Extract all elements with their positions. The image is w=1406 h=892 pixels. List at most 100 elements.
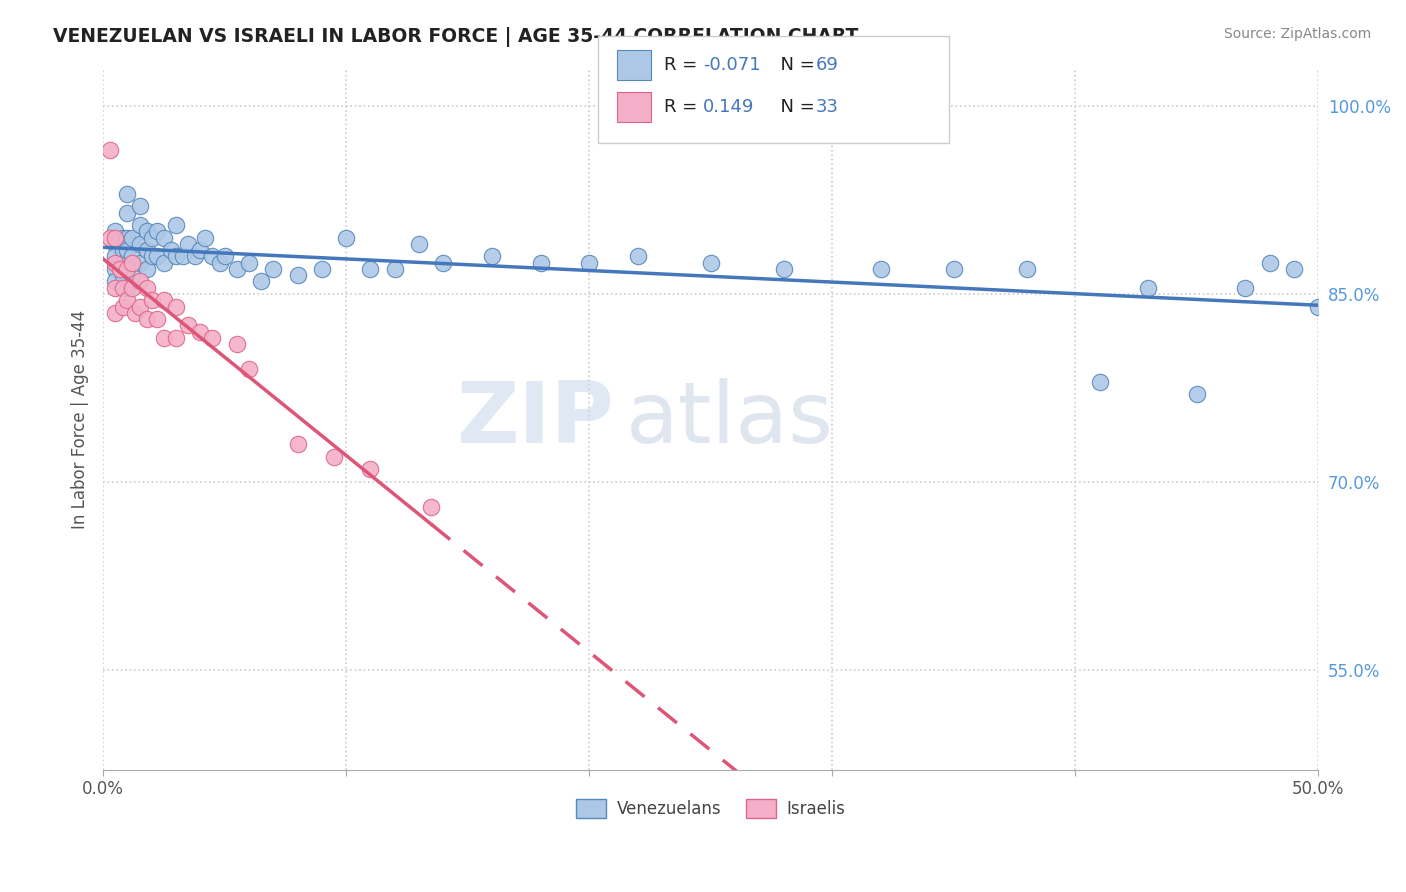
Point [111,255,134,269]
Point [121,281,143,295]
Point [359,462,381,476]
Point [201,331,224,345]
Point [145,249,167,263]
Point [117,205,139,219]
Point [188,325,211,339]
Point [201,249,224,263]
Point [1088,375,1111,389]
Point [111,230,134,244]
Point [287,437,309,451]
Point [627,249,650,263]
Point [311,262,333,277]
Text: 0.149: 0.149 [703,98,755,116]
Text: -0.071: -0.071 [703,56,761,74]
Text: VENEZUELAN VS ISRAELI IN LABOR FORCE | AGE 35-44 CORRELATION CHART: VENEZUELAN VS ISRAELI IN LABOR FORCE | A… [53,27,859,46]
Point [772,262,794,277]
Point [420,500,443,514]
Point [141,293,163,308]
Point [165,218,187,232]
Point [128,199,150,213]
Point [335,230,357,244]
Text: 33: 33 [815,98,838,116]
Point [529,255,551,269]
Point [117,186,139,201]
Text: N =: N = [769,56,821,74]
Point [942,262,965,277]
Point [153,230,176,244]
Point [238,255,260,269]
Point [104,224,127,238]
Y-axis label: In Labor Force | Age 35-44: In Labor Force | Age 35-44 [72,310,89,529]
Text: N =: N = [769,98,821,116]
Point [121,268,143,283]
Point [117,281,139,295]
Point [1258,255,1281,269]
Point [145,312,167,326]
Point [104,275,127,289]
Point [124,306,146,320]
Point [108,262,131,277]
Point [104,230,127,244]
Point [128,300,150,314]
Point [165,331,187,345]
Point [141,249,163,263]
Point [408,236,430,251]
Point [359,262,381,277]
Point [111,268,134,283]
Point [432,255,454,269]
Point [250,275,273,289]
Point [177,236,200,251]
Point [1308,300,1330,314]
Point [153,255,176,269]
Text: Source: ZipAtlas.com: Source: ZipAtlas.com [1223,27,1371,41]
Legend: Venezuelans, Israelis: Venezuelans, Israelis [569,792,852,825]
Point [111,243,134,257]
Point [128,218,150,232]
Point [128,236,150,251]
Point [160,243,183,257]
Point [177,318,200,333]
Point [128,275,150,289]
Point [188,243,211,257]
Point [172,249,194,263]
Point [165,249,187,263]
Point [225,262,247,277]
Point [111,281,134,295]
Point [104,236,127,251]
Point [135,281,157,295]
Point [145,224,167,238]
Text: R =: R = [664,56,703,74]
Point [104,249,127,263]
Point [121,230,143,244]
Point [153,331,176,345]
Point [117,262,139,277]
Text: R =: R = [664,98,709,116]
Point [238,362,260,376]
Point [104,281,127,295]
Point [141,230,163,244]
Point [184,249,207,263]
Point [153,293,176,308]
Point [135,312,157,326]
Point [384,262,406,277]
Point [869,262,891,277]
Text: 69: 69 [815,56,838,74]
Point [117,243,139,257]
Point [111,300,134,314]
Point [117,293,139,308]
Point [1185,387,1208,401]
Point [135,224,157,238]
Text: ZIP: ZIP [456,377,613,461]
Point [481,249,503,263]
Point [208,255,231,269]
Point [1015,262,1038,277]
Point [128,255,150,269]
Point [165,300,187,314]
Point [100,143,122,157]
Point [104,262,127,277]
Text: atlas: atlas [626,377,834,461]
Point [225,337,247,351]
Point [214,249,236,263]
Point [323,450,346,464]
Point [135,262,157,277]
